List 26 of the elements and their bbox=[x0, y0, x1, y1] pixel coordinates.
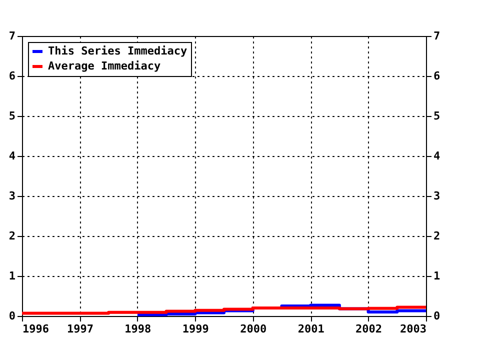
x-tick-label: 2000 bbox=[240, 322, 267, 336]
x-tick-label: 2001 bbox=[298, 322, 325, 336]
y2-tick-label: 3 bbox=[434, 190, 440, 202]
y-tick-label: 3 bbox=[8, 190, 16, 202]
y-tick-label: 2 bbox=[8, 230, 16, 242]
x-tick-label: 1999 bbox=[182, 322, 209, 336]
y-tick-label: 0 bbox=[8, 310, 16, 322]
y2-tick-label: 6 bbox=[434, 70, 440, 82]
x-tick-label: 2002 bbox=[356, 322, 382, 336]
y2-tick-label: 4 bbox=[434, 150, 440, 162]
y-tick-label: 7 bbox=[8, 30, 16, 42]
y-tick-label: 5 bbox=[8, 110, 16, 122]
y2-tick-label: 2 bbox=[434, 230, 440, 242]
y2-tick-label: 1 bbox=[434, 270, 440, 282]
y-tick-label: 4 bbox=[8, 150, 16, 162]
y2-tick-label: 0 bbox=[434, 310, 440, 322]
legend-label: Average Immediacy bbox=[48, 60, 161, 72]
y2-tick-label: 7 bbox=[434, 30, 440, 42]
y-tick-label: 1 bbox=[8, 270, 16, 282]
y2-tick-label: 5 bbox=[434, 110, 440, 122]
x-tick-label: 1997 bbox=[66, 322, 94, 336]
legend-label: This Series Immediacy bbox=[48, 44, 188, 58]
x-tick-label: 2003 bbox=[400, 322, 426, 336]
x-tick-label: 1998 bbox=[124, 322, 152, 336]
y-tick-label: 6 bbox=[8, 70, 16, 82]
x-tick-label: 1996 bbox=[22, 322, 50, 336]
